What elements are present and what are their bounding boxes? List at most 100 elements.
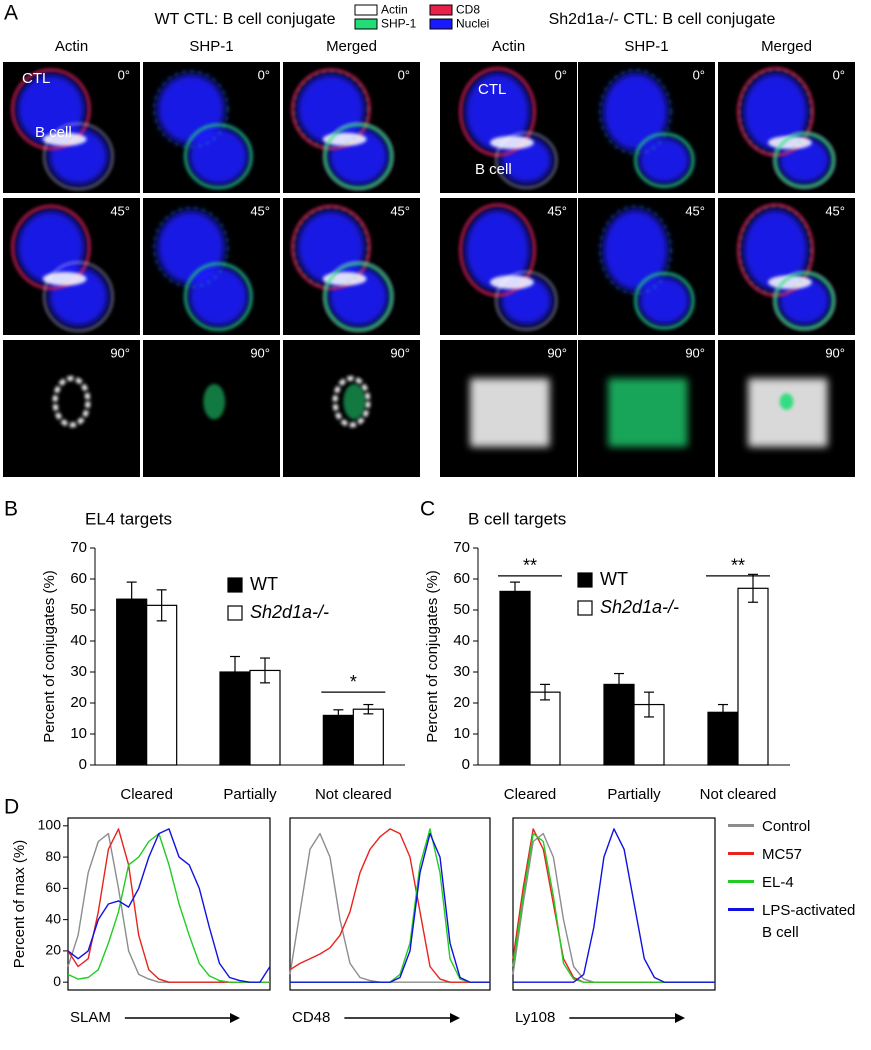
- legend: Control MC57 EL-4 LPS-activated B cell: [728, 816, 868, 950]
- cell-blob: [774, 132, 835, 188]
- angle-label: 0°: [398, 67, 410, 82]
- bar: [146, 604, 178, 766]
- cell-blob: [738, 68, 813, 155]
- bar: [603, 683, 635, 766]
- angle-label: 45°: [250, 203, 270, 218]
- micrograph: [718, 62, 855, 193]
- column-header: SHP-1: [189, 38, 233, 55]
- bar: [352, 708, 384, 766]
- legend-label: Nuclei: [456, 17, 489, 31]
- angle-label: 90°: [685, 345, 705, 360]
- x-axis-label: SLAM: [70, 1009, 111, 1026]
- cell-blob: [602, 72, 669, 152]
- y-tick-label: 20: [70, 694, 87, 711]
- histogram-curve: [513, 828, 715, 983]
- legend-label: LPS-activated B cell: [762, 902, 856, 941]
- cell-blob: [742, 72, 809, 152]
- cell-blob: [52, 375, 91, 428]
- cell-blob: [11, 204, 91, 290]
- error-bar: [333, 709, 344, 722]
- legend-swatch: [728, 824, 754, 827]
- y-tick-label: 20: [453, 694, 470, 711]
- y-tick-label: 20: [45, 942, 61, 958]
- angle-label: 45°: [825, 203, 845, 218]
- panel-title: WT CTL: B cell conjugate: [154, 11, 335, 28]
- y-tick-label: 40: [45, 910, 61, 926]
- plot-frame: [289, 817, 491, 991]
- micrograph: [143, 198, 280, 335]
- cell-blob: [738, 205, 813, 295]
- y-tick-label: 0: [462, 756, 470, 773]
- x-axis-label: Ly108: [515, 1009, 555, 1026]
- column-header: Merged: [326, 38, 377, 55]
- y-tick-label: 10: [70, 725, 87, 742]
- legend-swatch: [227, 577, 243, 593]
- cell-blob: [470, 378, 550, 447]
- legend-item: MC57: [728, 844, 868, 866]
- y-tick-label: 30: [453, 663, 470, 680]
- plot-frame: [512, 817, 716, 991]
- cell-blob: [16, 73, 86, 145]
- y-tick-label: 70: [70, 539, 87, 556]
- angle-label: 45°: [685, 203, 705, 218]
- angle-label: 0°: [693, 67, 705, 82]
- histogram-curve: [289, 828, 490, 983]
- micrograph: [578, 340, 715, 477]
- cell-label: CTL: [478, 81, 506, 98]
- error-bar: [230, 655, 240, 689]
- angle-label: 90°: [390, 345, 410, 360]
- micrograph: [440, 340, 577, 477]
- panel-label: B: [4, 498, 18, 521]
- cell-blob: [774, 271, 835, 330]
- micrograph: [3, 62, 140, 193]
- cell-blob: [464, 72, 531, 152]
- cell-blob: [634, 271, 695, 330]
- bar: [499, 590, 531, 766]
- column-header: Merged: [761, 38, 812, 55]
- error-bar: [363, 703, 374, 715]
- chart-title: B cell targets: [468, 509, 566, 528]
- cell-blob: [598, 205, 673, 295]
- legend-label: EL-4: [762, 874, 794, 891]
- angle-label: 0°: [833, 67, 845, 82]
- legend-label: Actin: [381, 3, 408, 17]
- error-bar: [126, 581, 137, 617]
- legend-swatch: [227, 605, 243, 621]
- cell-blob: [292, 70, 369, 149]
- x-tick-label: Partially: [223, 786, 277, 803]
- cell-blob: [598, 68, 673, 155]
- micrograph: [578, 62, 715, 193]
- error-bar: [540, 683, 550, 701]
- cell-blob: [343, 383, 366, 420]
- micrograph: [718, 198, 855, 335]
- y-tick-label: 0: [53, 973, 61, 989]
- angle-label: 0°: [555, 67, 567, 82]
- panel-label: C: [420, 498, 435, 521]
- angle-label: 90°: [547, 345, 567, 360]
- cell-blob: [43, 261, 114, 332]
- micrograph: [283, 62, 420, 193]
- legend-label: WT: [600, 569, 628, 589]
- y-tick-label: 40: [70, 632, 87, 649]
- bar: [707, 711, 739, 766]
- cell-blob: [152, 70, 229, 149]
- axis-arrowhead: [450, 1013, 460, 1023]
- error-bar: [260, 657, 270, 684]
- y-tick-label: 80: [45, 848, 61, 864]
- axis-arrowhead: [230, 1013, 240, 1023]
- legend-item: EL-4: [728, 872, 868, 894]
- angle-label: 45°: [390, 203, 410, 218]
- cell-blob: [490, 275, 534, 290]
- cell-blob: [638, 136, 691, 184]
- cell-blob: [43, 122, 114, 191]
- cell-blob: [291, 68, 371, 150]
- cell-blob: [332, 375, 371, 428]
- y-axis-label: Percent of max (%): [11, 840, 28, 968]
- legend-label: Sh2d1a-/-: [250, 602, 329, 622]
- x-tick-label: Cleared: [504, 786, 557, 803]
- micrograph: [718, 340, 855, 477]
- plot-frame: [67, 817, 271, 991]
- error-bar: [614, 672, 624, 696]
